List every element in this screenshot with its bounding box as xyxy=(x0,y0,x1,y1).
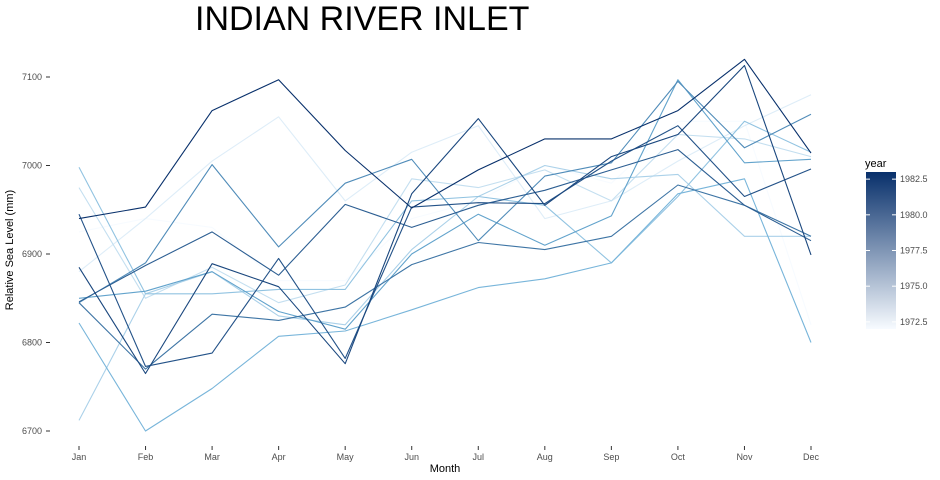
series-line xyxy=(78,184,812,370)
y-tick-label: 6700 xyxy=(22,426,42,436)
legend-ticks: 1972.5 1975.0 1977.5 1980.0 1982.5 xyxy=(866,174,928,327)
y-tick-label: 6900 xyxy=(22,249,42,259)
series-line xyxy=(78,120,812,295)
color-legend: year 1972.5 1975.0 1977.5 1980.0 1982.5 xyxy=(865,158,928,329)
y-tick-label: 7000 xyxy=(22,161,42,171)
x-tick-label: Mar xyxy=(204,452,220,462)
series-line xyxy=(78,64,812,375)
x-tick-label: Oct xyxy=(671,452,686,462)
y-tick-label: 6800 xyxy=(22,338,42,348)
x-tick-label: Feb xyxy=(138,452,154,462)
x-tick-label: Apr xyxy=(272,452,286,462)
x-tick-label: Jul xyxy=(473,452,485,462)
series-line xyxy=(78,79,812,330)
legend-tick-label: 1972.5 xyxy=(900,317,928,327)
x-tick-label: May xyxy=(337,452,355,462)
legend-title: year xyxy=(865,158,887,170)
y-axis: 6700 6800 6900 7000 7100 xyxy=(22,72,50,436)
series-line xyxy=(78,149,812,303)
series-line xyxy=(78,58,812,220)
legend-tick-label: 1980.0 xyxy=(900,210,928,220)
chart-title: INDIAN RIVER INLET xyxy=(195,0,529,38)
x-tick-label: Jan xyxy=(72,452,87,462)
series-line xyxy=(78,125,812,367)
legend-tick-label: 1982.5 xyxy=(900,174,928,184)
x-axis-title: Month xyxy=(430,463,461,475)
x-axis: Jan Feb Mar Apr May Jun Jul Aug Sep Oct Nov Dec xyxy=(72,446,820,462)
legend-colorbar xyxy=(866,172,896,329)
series-line xyxy=(78,94,812,273)
series-line xyxy=(78,120,812,325)
series-line xyxy=(78,80,812,304)
series-lines xyxy=(78,58,812,432)
x-tick-label: Nov xyxy=(736,452,753,462)
series-line xyxy=(78,133,812,304)
y-tick-label: 7100 xyxy=(22,72,42,82)
y-axis-title: Relative Sea Level (mm) xyxy=(4,190,16,310)
x-tick-label: Sep xyxy=(603,452,619,462)
x-tick-label: Aug xyxy=(537,452,553,462)
x-tick-label: Dec xyxy=(803,452,820,462)
series-line xyxy=(78,164,811,421)
x-tick-label: Jun xyxy=(404,452,419,462)
series-line xyxy=(78,178,812,432)
legend-tick-label: 1975.0 xyxy=(900,281,928,291)
legend-tick-label: 1977.5 xyxy=(900,246,928,256)
